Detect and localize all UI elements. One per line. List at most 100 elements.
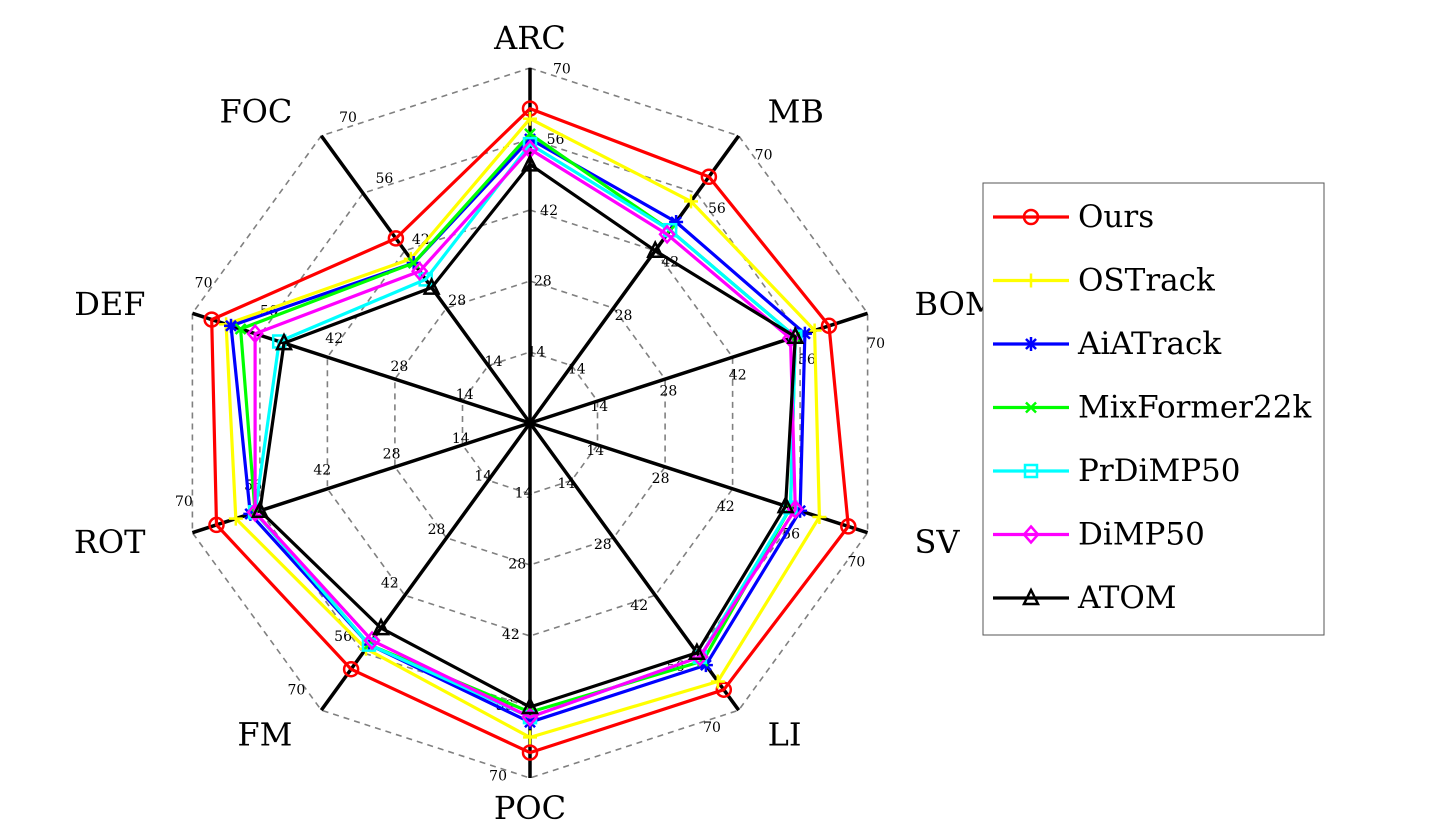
tick-label-rot-42: 42 — [313, 462, 331, 478]
tick-label-fm-70: 70 — [287, 682, 305, 698]
axis-label-rot: ROT — [74, 523, 146, 561]
point-ostrack-rot — [228, 511, 243, 526]
legend-item-ostrack: OSTrack — [993, 263, 1215, 299]
tick-label-mb-70: 70 — [755, 148, 773, 164]
point-ours-sv — [840, 518, 857, 535]
tick-label-li-14: 14 — [557, 476, 575, 492]
point-ours-poc — [521, 744, 539, 761]
tick-label-foc-14: 14 — [485, 354, 503, 370]
tick-label-rot-14: 14 — [452, 431, 470, 447]
legend-item-aiatrack: AiATrack — [993, 326, 1221, 362]
tick-label-arc-56: 56 — [547, 132, 565, 148]
tick-label-foc-28: 28 — [448, 293, 466, 309]
tick-label-bom-14: 14 — [590, 399, 608, 415]
point-atom-poc — [520, 696, 540, 715]
tick-label-def-70: 70 — [195, 275, 213, 291]
point-atom-mb — [646, 239, 665, 258]
point-atom-def — [274, 332, 294, 351]
series-line-ostrack — [224, 117, 822, 740]
legend-label-ostrack: OSTrack — [1078, 263, 1215, 299]
point-ostrack-sv — [812, 510, 827, 524]
tick-label-rot-70: 70 — [175, 494, 193, 510]
tick-label-foc-56: 56 — [375, 171, 393, 187]
point-atom-rot — [250, 500, 269, 519]
point-ostrack-arc — [523, 111, 537, 126]
series-line-dimp50 — [253, 147, 797, 719]
tick-label-rot-28: 28 — [383, 447, 401, 463]
tick-label-poc-70: 70 — [489, 769, 507, 785]
series-line-ours — [210, 106, 850, 755]
legend-label-prdimp50: PrDiMP50 — [1078, 453, 1241, 489]
tick-label-bom-56: 56 — [798, 352, 816, 368]
tick-label-bom-28: 28 — [659, 383, 677, 399]
legend-marker-dimp50 — [1022, 524, 1040, 545]
tick-label-poc-28: 28 — [508, 556, 526, 572]
axis-label-fm: FM — [237, 716, 292, 754]
point-mixformer22k-def — [234, 323, 247, 335]
radar-grid — [191, 67, 869, 779]
tick-label-arc-42: 42 — [540, 203, 558, 219]
tick-label-arc-28: 28 — [534, 274, 552, 290]
legend-marker-mixformer22k — [1025, 401, 1037, 414]
point-ostrack-poc — [523, 730, 537, 745]
point-ostrack-li — [710, 674, 725, 689]
point-ostrack-mb — [684, 194, 698, 209]
tick-label-bom-42: 42 — [729, 368, 747, 384]
tick-label-li-42: 42 — [630, 598, 648, 614]
point-ours-foc — [387, 230, 405, 247]
axis-line-fm — [319, 421, 532, 712]
point-ours-rot — [208, 516, 225, 534]
axis-label-li: LI — [768, 716, 802, 754]
tick-label-bom-70: 70 — [867, 336, 885, 352]
legend: Ours OSTrack AiATrack MixFormer22k PrDiMP50 D… — [982, 182, 1325, 636]
legend-marker-aiatrack — [1024, 337, 1038, 351]
tick-label-sv-42: 42 — [717, 499, 735, 515]
tick-label-mb-28: 28 — [615, 308, 633, 324]
point-ours-def — [203, 311, 220, 328]
axis-label-arc: ARC — [493, 19, 566, 57]
legend-label-dimp50: DiMP50 — [1078, 517, 1205, 553]
tick-label-mb-56: 56 — [708, 201, 726, 217]
point-atom-arc — [520, 153, 540, 172]
point-aiatrack-def — [224, 318, 238, 333]
tick-label-sv-70: 70 — [847, 555, 865, 571]
tick-label-li-28: 28 — [594, 537, 612, 553]
legend-items: Ours OSTrack AiATrack MixFormer22k PrDiMP50 D… — [993, 199, 1311, 616]
point-dimp50-poc — [521, 707, 539, 727]
axis-label-sv: SV — [915, 523, 961, 561]
tick-label-foc-70: 70 — [339, 110, 357, 126]
grid-ring-14 — [461, 351, 599, 495]
tick-label-poc-14: 14 — [515, 486, 533, 502]
point-ours-fm — [342, 660, 360, 678]
legend-item-prdimp50: PrDiMP50 — [993, 453, 1241, 489]
legend-marker-ours — [1022, 208, 1040, 226]
point-ostrack-bom — [807, 323, 822, 338]
legend-marker-atom — [1021, 587, 1041, 606]
legend-label-aiatrack: AiATrack — [1077, 326, 1221, 362]
point-atom-sv — [776, 495, 795, 514]
tick-label-mb-14: 14 — [568, 362, 586, 378]
point-ours-bom — [820, 317, 838, 335]
point-atom-foc — [422, 276, 441, 295]
axis-label-mb: MB — [768, 93, 824, 131]
legend-item-ours: Ours — [993, 199, 1154, 235]
tick-label-sv-14: 14 — [586, 443, 604, 459]
axis-label-def: DEF — [74, 285, 145, 323]
legend-label-ours: Ours — [1078, 199, 1154, 235]
series-atom — [250, 153, 805, 715]
tick-label-fm-28: 28 — [428, 522, 446, 538]
point-atom-fm — [371, 617, 391, 636]
tick-label-arc-70: 70 — [553, 61, 571, 77]
legend-marker-prdimp50 — [1023, 463, 1039, 479]
legend-item-dimp50: DiMP50 — [993, 517, 1205, 553]
tick-label-fm-56: 56 — [334, 629, 352, 645]
tick-label-poc-42: 42 — [502, 627, 520, 643]
point-atom-li — [687, 642, 706, 661]
tick-label-def-28: 28 — [390, 359, 408, 375]
axis-line-sv — [529, 421, 869, 535]
series-line-atom — [258, 162, 797, 709]
point-ours-mb — [700, 168, 718, 186]
grid-ring-70 — [191, 67, 869, 779]
tick-label-def-14: 14 — [456, 387, 474, 403]
